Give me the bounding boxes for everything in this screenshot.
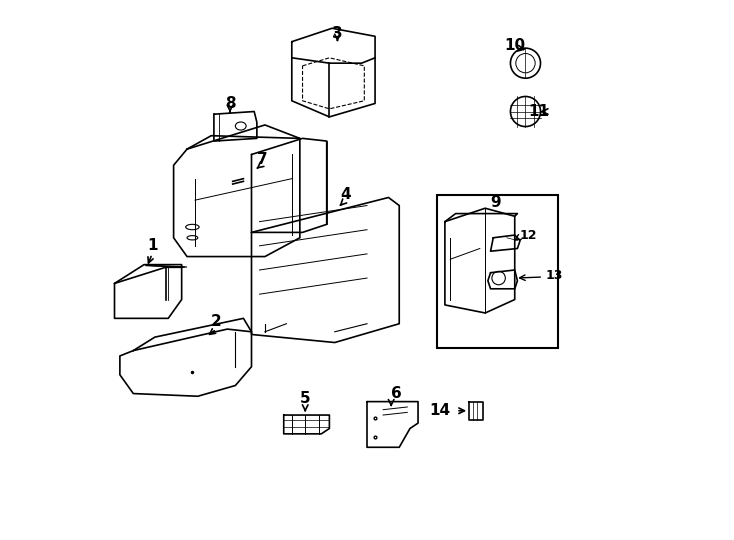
Text: 2: 2: [211, 314, 222, 328]
Text: 8: 8: [225, 96, 236, 111]
Text: 13: 13: [545, 269, 563, 282]
Text: 5: 5: [300, 392, 310, 407]
Text: 12: 12: [520, 228, 537, 241]
Text: 14: 14: [429, 403, 450, 418]
Text: 11: 11: [528, 104, 550, 119]
Text: 1: 1: [147, 238, 157, 253]
Text: 9: 9: [490, 195, 501, 211]
Bar: [437, 195, 558, 348]
Text: 6: 6: [391, 386, 402, 401]
Text: 10: 10: [504, 38, 526, 53]
Text: 3: 3: [333, 26, 343, 41]
Text: 4: 4: [340, 187, 351, 202]
Text: 7: 7: [257, 152, 268, 167]
